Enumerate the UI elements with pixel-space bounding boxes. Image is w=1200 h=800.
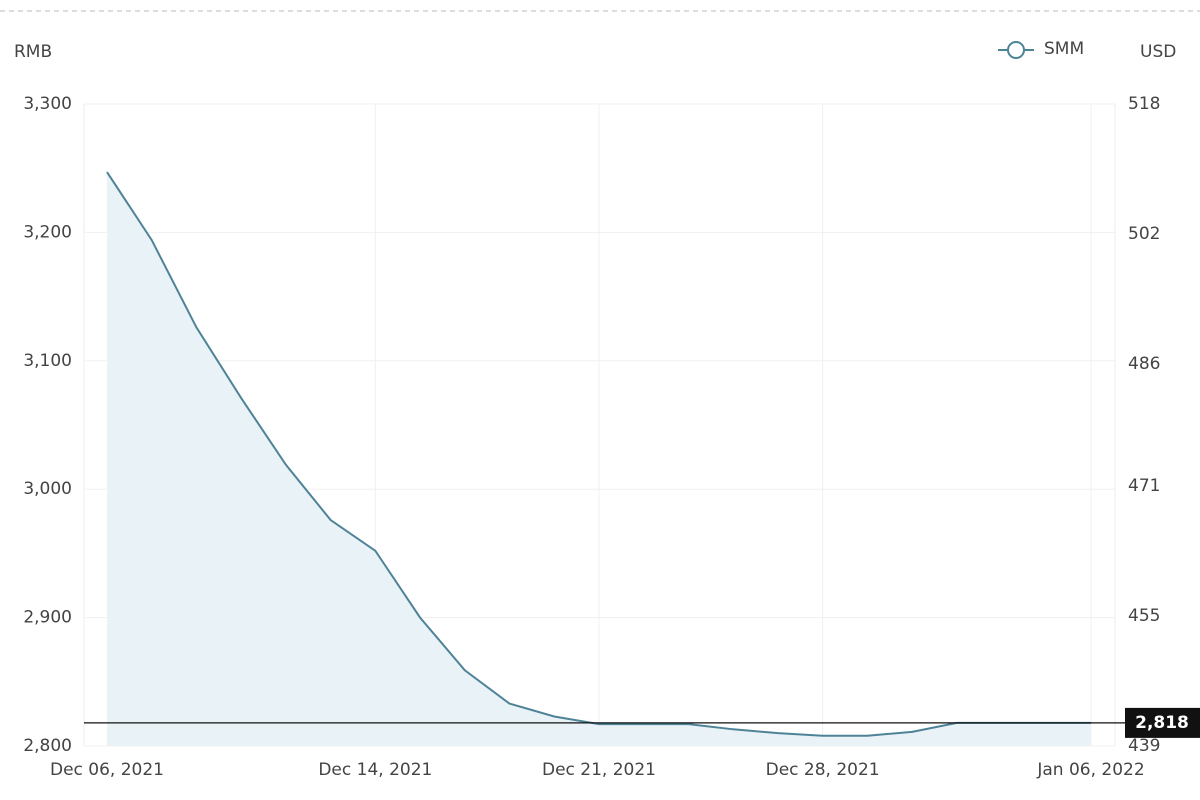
y2-tick-label: 486 (1128, 354, 1160, 374)
y2-tick-label: 455 (1128, 606, 1160, 626)
y2-tick-label: 439 (1128, 736, 1160, 756)
y-tick-label: 3,300 (23, 94, 72, 114)
y-tick-label: 3,200 (23, 222, 72, 242)
x-tick-label: Dec 06, 2021 (50, 760, 164, 780)
area (107, 172, 1091, 746)
x-tick-label: Dec 21, 2021 (542, 760, 656, 780)
y-tick-label: 2,900 (23, 608, 72, 628)
current-value-box (1125, 707, 1200, 738)
x-tick-label: Jan 06, 2022 (1036, 760, 1144, 780)
current-value-label: 2,818 (1135, 713, 1189, 733)
y2-tick-label: 518 (1128, 94, 1160, 114)
y-tick-label: 2,800 (23, 736, 72, 756)
y2-axis-title: USD (1140, 42, 1176, 62)
y-tick-label: 3,000 (23, 479, 72, 499)
y-axis-title: RMB (14, 42, 52, 62)
x-tick-label: Dec 28, 2021 (766, 760, 880, 780)
y2-tick-label: 502 (1128, 224, 1160, 244)
x-tick-label: Dec 14, 2021 (318, 760, 432, 780)
y-tick-label: 3,100 (23, 351, 72, 371)
legend-label: SMM (1044, 39, 1084, 59)
y2-tick-label: 471 (1128, 476, 1160, 496)
legend-marker (1007, 41, 1025, 59)
line (106, 171, 1091, 737)
